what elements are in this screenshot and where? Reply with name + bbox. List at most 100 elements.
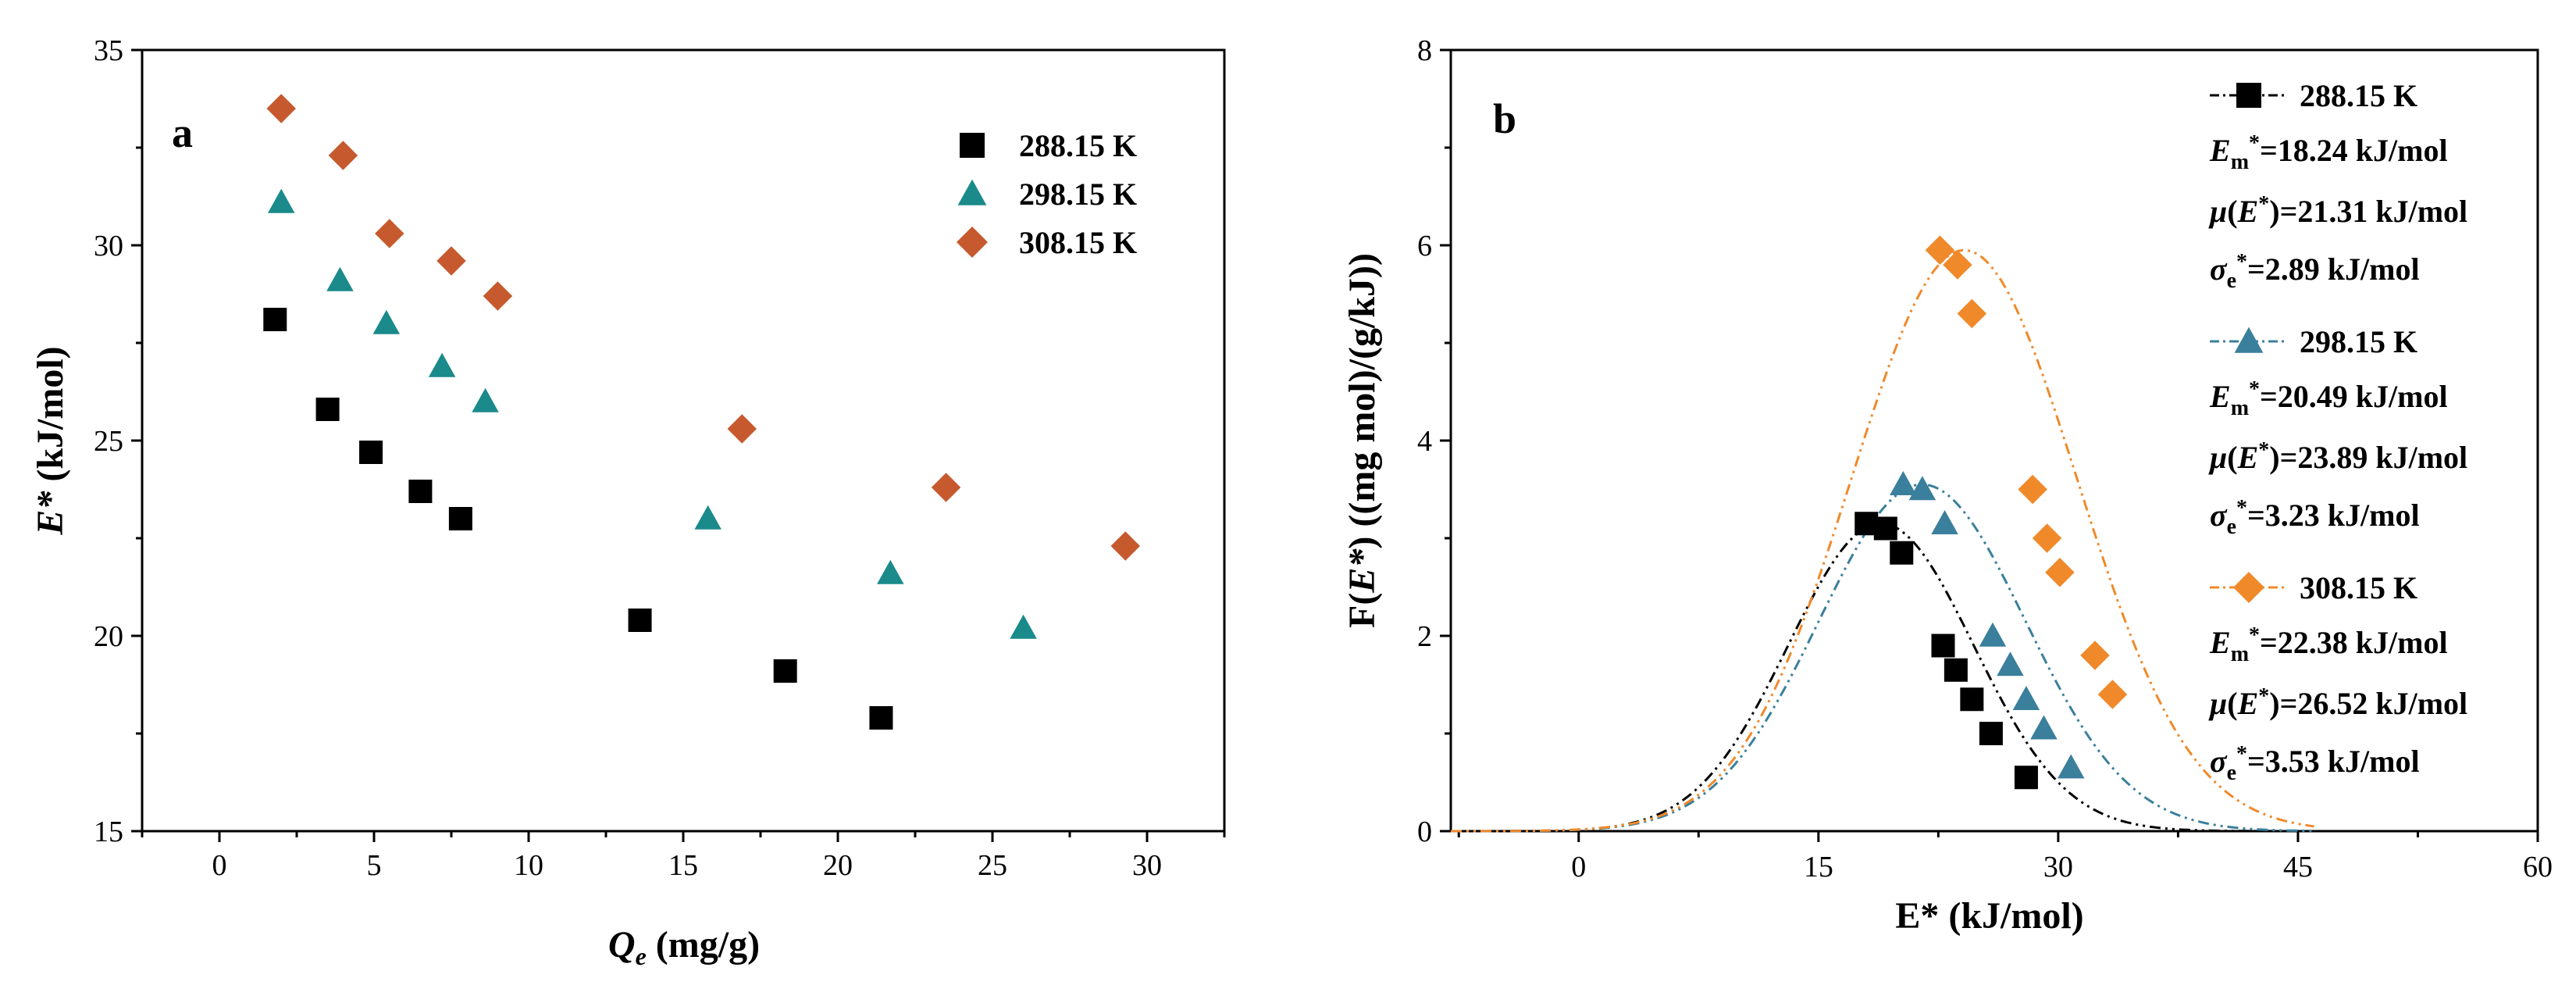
legend-marker-1: [2234, 327, 2264, 353]
panel-b-label: b: [1493, 95, 1516, 142]
point-diamond-2: [2032, 523, 2062, 553]
x-tick-label: 60: [2523, 851, 2553, 883]
stat-mu-2: μ(E*)=26.52 kJ/mol: [2208, 684, 2467, 721]
point-diamond-2: [436, 246, 466, 276]
y-tick-label: 2: [1417, 620, 1432, 653]
x-tick-label: 25: [978, 849, 1007, 882]
point-square-0: [448, 507, 472, 530]
panel-a-ylabel: E* (kJ/mol): [30, 346, 71, 535]
point-square-0: [1960, 687, 1984, 712]
point-diamond-2: [2045, 558, 2075, 587]
legend-marker-2: [2233, 572, 2264, 603]
point-square-0: [1979, 722, 2003, 745]
point-triangle-1: [2012, 686, 2040, 711]
point-square-0: [1890, 541, 1914, 565]
point-triangle-1: [877, 559, 904, 584]
point-diamond-2: [1957, 298, 1987, 329]
point-triangle-1: [1979, 622, 2007, 647]
legend-label-1: 298.15 K: [1019, 177, 1137, 212]
point-triangle-1: [372, 309, 401, 334]
point-square-0: [628, 609, 652, 632]
panel-a-legend: 288.15 K 298.15 K 308.15 K: [957, 128, 1137, 260]
point-triangle-1: [1931, 510, 1958, 535]
fit-curve-0: [1451, 522, 2314, 833]
point-square-0: [869, 706, 893, 730]
point-diamond-2: [931, 473, 961, 502]
legend-label-0: 288.15 K: [1019, 128, 1137, 163]
point-diamond-2: [266, 94, 296, 123]
point-square-0: [1931, 634, 1955, 658]
legend-marker-0: [960, 133, 985, 158]
point-triangle-1: [1908, 476, 1936, 501]
stat-sigma-0: σe*=2.89 kJ/mol: [2210, 250, 2420, 293]
stat-sigma-1: σe*=3.23 kJ/mol: [2210, 496, 2420, 539]
legend-marker-1: [957, 179, 987, 205]
point-diamond-2: [483, 281, 513, 311]
point-diamond-2: [2080, 641, 2110, 670]
panel-b-points: [1855, 235, 2128, 790]
point-diamond-2: [328, 141, 358, 170]
stat-em-0: Em*=18.24 kJ/mol: [2209, 131, 2448, 174]
legend-label-1: 298.15 K: [2300, 324, 2417, 359]
x-tick-label: 0: [212, 849, 227, 882]
point-triangle-1: [1010, 614, 1037, 639]
point-diamond-2: [375, 219, 404, 248]
point-diamond-2: [727, 414, 757, 444]
x-tick-label: 15: [1804, 851, 1833, 883]
y-tick-label: 20: [94, 620, 123, 653]
fit-curve-1: [1451, 483, 2314, 833]
x-tick-label: 45: [2283, 851, 2313, 883]
legend-label-2: 308.15 K: [1019, 225, 1137, 260]
point-triangle-1: [2058, 754, 2085, 779]
x-tick-label: 5: [367, 849, 382, 882]
point-diamond-2: [2097, 680, 2128, 709]
point-triangle-1: [326, 266, 354, 291]
stat-mu-1: μ(E*)=23.89 kJ/mol: [2208, 438, 2467, 475]
x-tick-label: 15: [668, 849, 698, 882]
point-square-0: [773, 659, 797, 683]
point-square-0: [315, 398, 340, 421]
point-square-0: [359, 441, 383, 464]
panel-a-frame: [141, 48, 1226, 833]
panel-a-label: a: [172, 109, 193, 156]
y-tick-label: 4: [1417, 425, 1432, 458]
point-diamond-2: [1943, 250, 1972, 280]
x-tick-label: 20: [823, 849, 853, 882]
point-triangle-1: [1997, 651, 2024, 676]
y-tick-label: 30: [94, 230, 123, 262]
panel-b-ylabel: F(E*) ((mg mol)/(g/kJ)): [1341, 253, 1383, 628]
y-tick-label: 8: [1417, 34, 1432, 67]
point-triangle-1: [1890, 471, 1917, 496]
legend-label-2: 308.15 K: [2300, 570, 2417, 605]
y-tick-label: 25: [94, 425, 123, 458]
stat-sigma-2: σe*=3.53 kJ/mol: [2210, 742, 2420, 785]
y-tick-label: 15: [94, 816, 123, 848]
point-triangle-1: [267, 188, 295, 213]
panel-b-xlabel: E* (kJ/mol): [1895, 895, 2083, 937]
x-tick-label: 30: [2043, 851, 2073, 883]
panel-a-points: [263, 94, 1141, 730]
point-triangle-1: [2030, 715, 2058, 740]
y-tick-label: 35: [94, 34, 123, 67]
legend-marker-2: [957, 227, 988, 258]
point-diamond-2: [1110, 531, 1141, 561]
point-diamond-2: [2018, 474, 2047, 505]
x-tick-label: 10: [514, 849, 543, 882]
point-triangle-1: [694, 505, 721, 530]
point-square-0: [263, 308, 287, 331]
point-square-0: [1873, 516, 1897, 541]
fit-curve-2: [1451, 248, 2314, 833]
point-triangle-1: [428, 352, 456, 377]
panel-a-xlabel: Qe (mg/g): [608, 924, 760, 970]
panel-b-legend: 288.15 K Em*=18.24 kJ/mol μ(E*)=21.31 kJ/m…: [2208, 78, 2467, 785]
panel-b-ticks: 0 15 30 45 60 0 2 4 6 8: [1417, 34, 2553, 883]
x-tick-label: 30: [1132, 849, 1162, 882]
legend-marker-0: [2236, 83, 2261, 108]
stat-mu-0: μ(E*)=21.31 kJ/mol: [2208, 192, 2467, 229]
panel-b-curves: [1451, 248, 2314, 833]
point-square-0: [1944, 658, 1968, 682]
y-tick-label: 6: [1417, 230, 1432, 262]
stat-em-2: Em*=22.38 kJ/mol: [2209, 623, 2448, 666]
stat-em-1: Em*=20.49 kJ/mol: [2209, 377, 2448, 420]
